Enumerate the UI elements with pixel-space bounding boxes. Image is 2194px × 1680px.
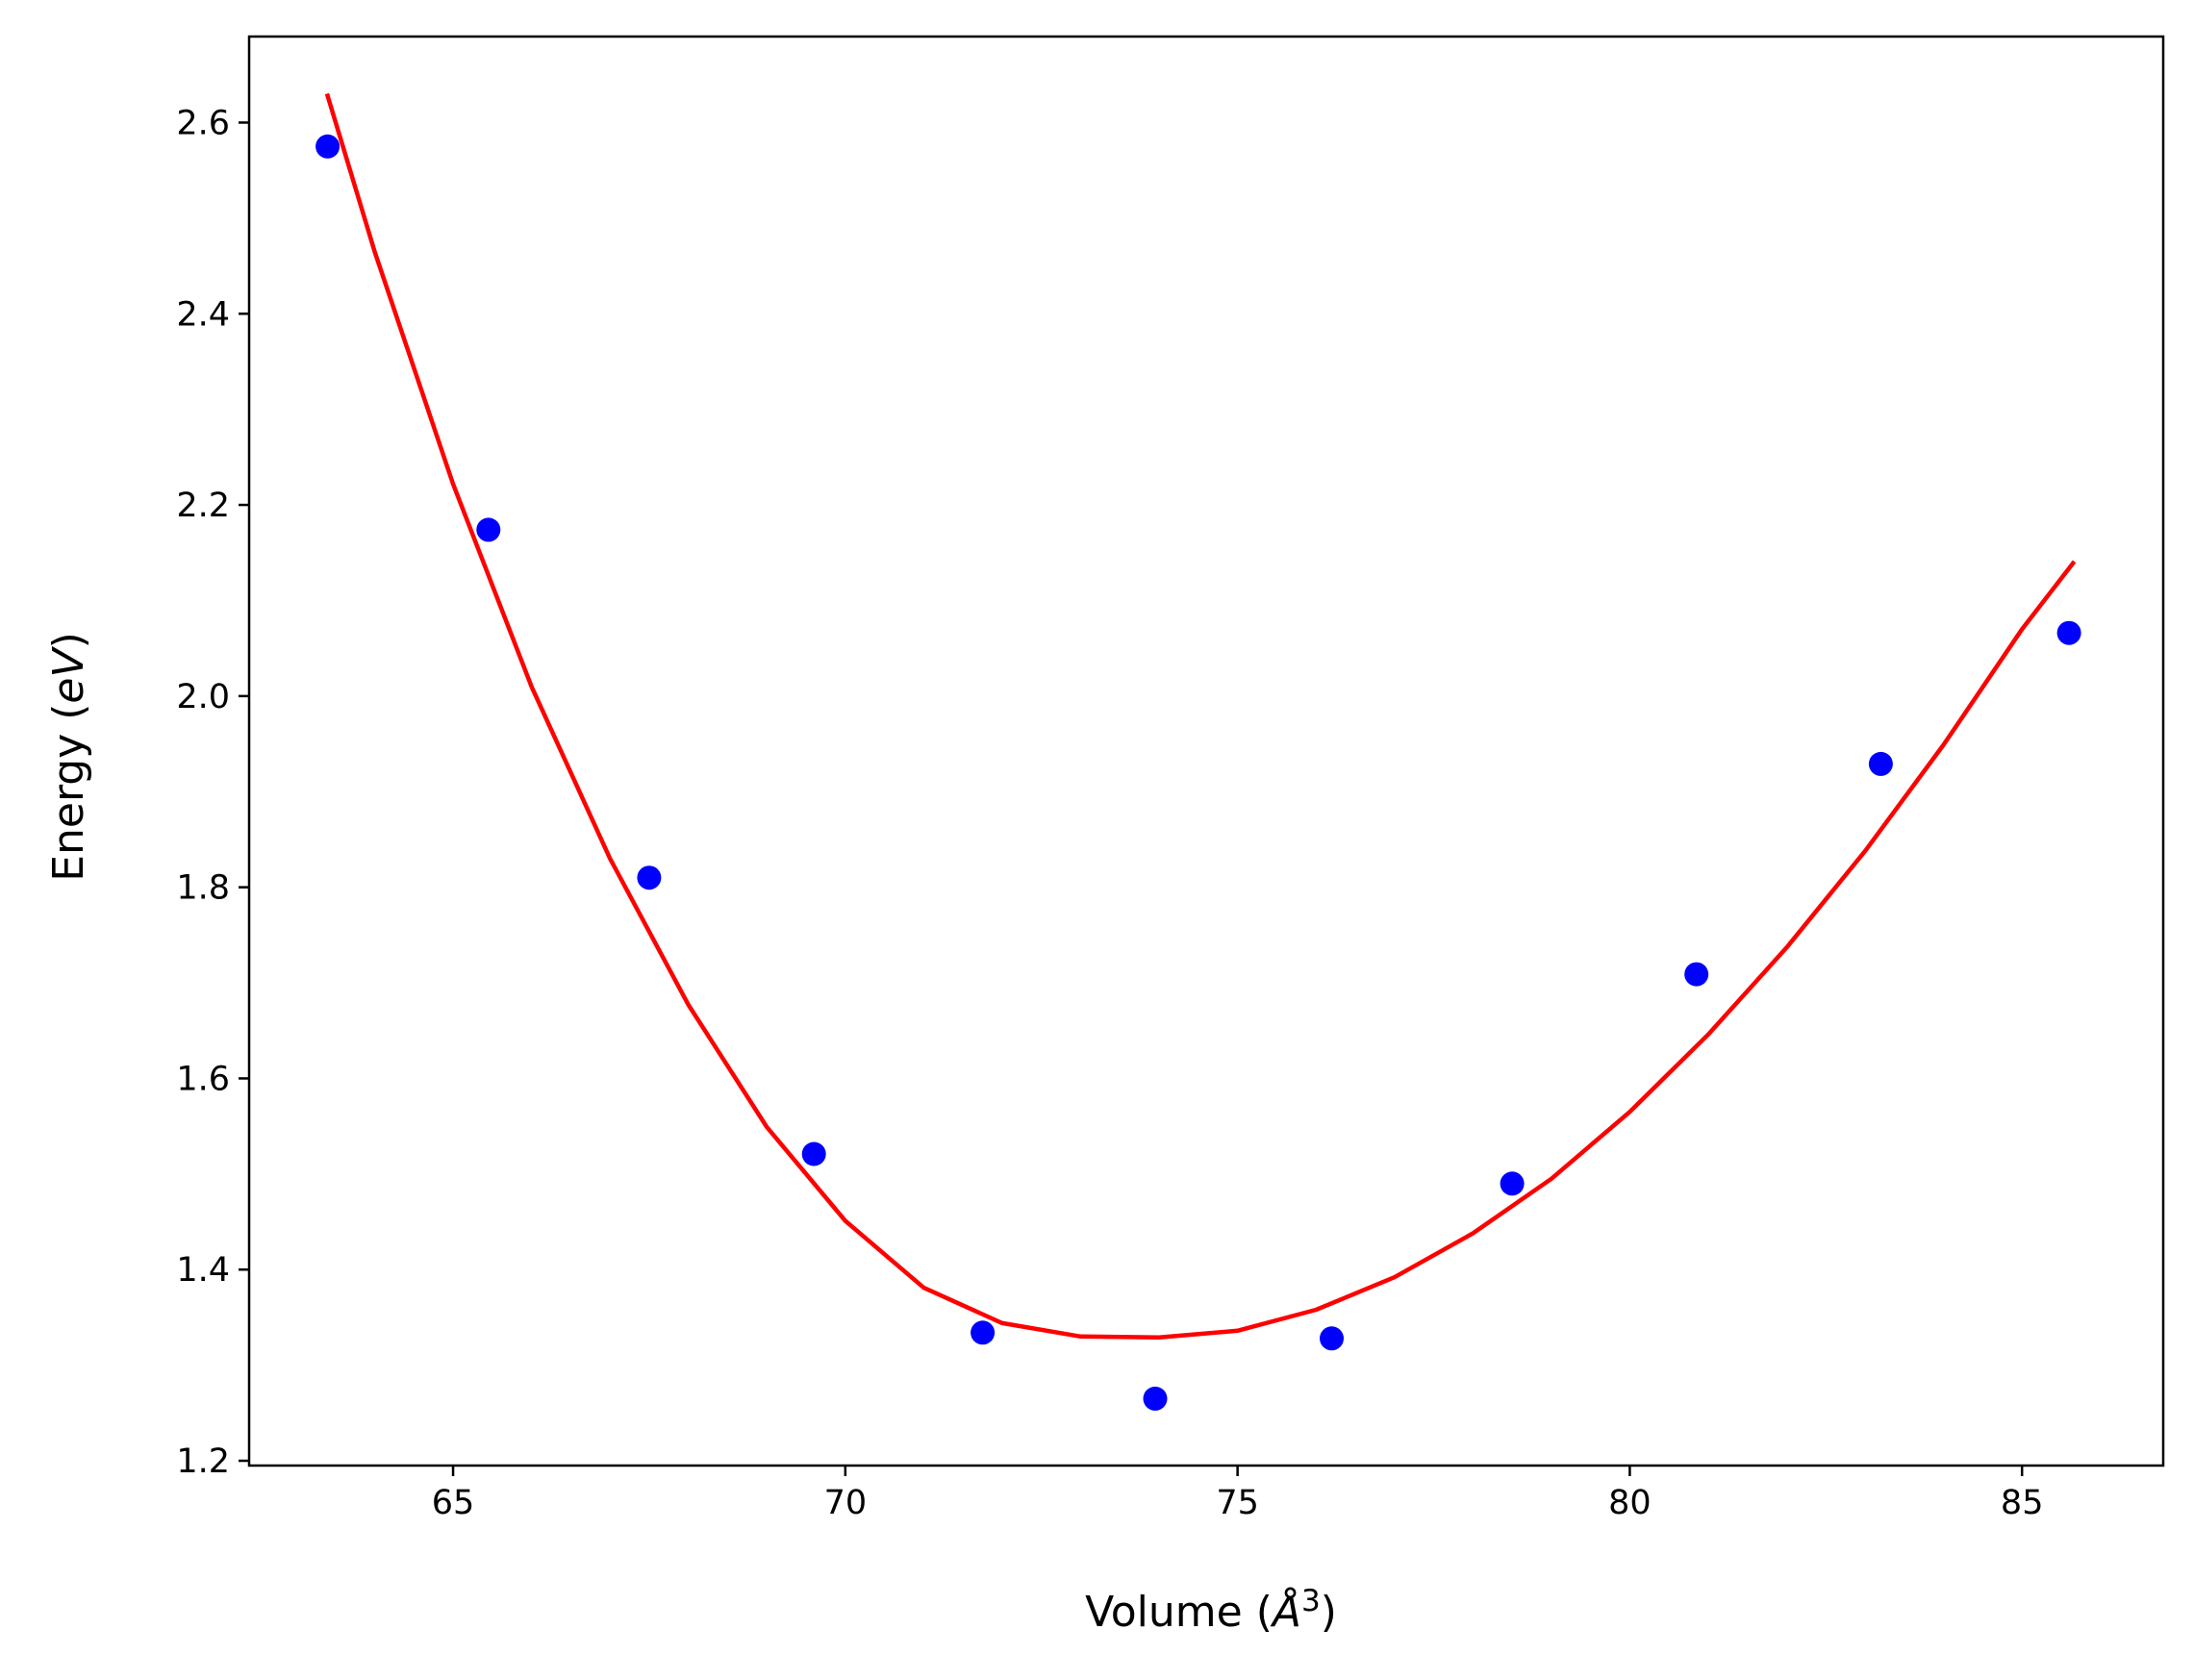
- x-tick-label: 70: [824, 1484, 868, 1522]
- y-tick-label: 2.0: [176, 678, 230, 716]
- data-point: [1320, 1326, 1344, 1351]
- x-axis-label: Volume (Å3): [1085, 1584, 1337, 1637]
- data-point: [2056, 620, 2081, 645]
- x-tick-label: 85: [2001, 1484, 2044, 1522]
- y-tick-label: 1.2: [176, 1442, 230, 1481]
- y-tick-label: 2.6: [176, 104, 230, 142]
- y-tick-label: 1.8: [176, 869, 230, 908]
- x-tick-label: 80: [1608, 1484, 1652, 1522]
- y-tick-label: 1.6: [176, 1060, 230, 1098]
- data-point: [1143, 1386, 1168, 1411]
- data-point: [315, 134, 340, 159]
- data-point: [476, 517, 501, 542]
- y-axis-ticks: 1.2 1.4 1.6 1.8 2.0 2.2 2.4 2.6: [176, 104, 249, 1481]
- x-axis-ticks: 65 70 75 80 85: [432, 1466, 2044, 1522]
- data-point: [801, 1141, 826, 1166]
- y-tick-label: 2.2: [176, 487, 230, 525]
- data-point: [1868, 751, 1893, 776]
- data-point: [971, 1320, 996, 1345]
- data-point: [1500, 1171, 1525, 1196]
- y-tick-label: 1.4: [176, 1251, 230, 1290]
- y-tick-label: 2.4: [176, 295, 230, 334]
- x-tick-label: 75: [1216, 1484, 1259, 1522]
- x-tick-label: 65: [432, 1484, 475, 1522]
- y-axis-label: Energy (eV): [44, 632, 93, 882]
- axes-frame: [247, 35, 2165, 1467]
- data-point: [1684, 962, 1709, 987]
- data-point: [637, 865, 662, 890]
- plot-area: [315, 92, 2081, 1411]
- fit-curve: [324, 92, 2077, 1341]
